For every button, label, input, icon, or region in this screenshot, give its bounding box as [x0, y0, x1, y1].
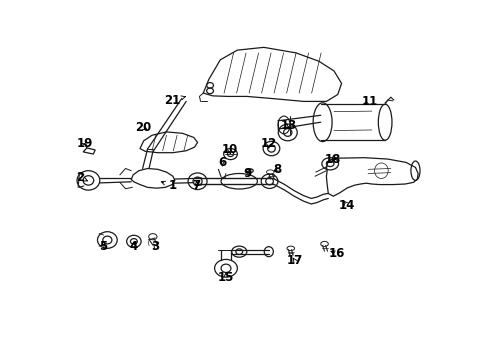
Text: 8: 8	[272, 163, 281, 176]
Text: 15: 15	[217, 271, 234, 284]
Text: 10: 10	[221, 143, 237, 157]
Text: 3: 3	[151, 240, 159, 253]
Text: 14: 14	[338, 199, 355, 212]
Text: 20: 20	[135, 121, 152, 134]
Text: 18: 18	[325, 153, 341, 166]
Text: 1: 1	[161, 179, 177, 193]
Text: 13: 13	[280, 119, 296, 132]
Text: 2: 2	[76, 171, 87, 184]
Text: 9: 9	[243, 167, 251, 180]
Text: 16: 16	[328, 247, 345, 260]
Text: 6: 6	[218, 157, 226, 170]
Text: 7: 7	[192, 179, 201, 192]
Text: 5: 5	[99, 240, 107, 253]
Text: 11: 11	[361, 95, 377, 108]
Text: 12: 12	[260, 137, 276, 150]
Text: 4: 4	[129, 240, 138, 253]
Text: 21: 21	[163, 94, 185, 107]
Text: 19: 19	[77, 137, 93, 150]
Text: 17: 17	[286, 254, 303, 267]
